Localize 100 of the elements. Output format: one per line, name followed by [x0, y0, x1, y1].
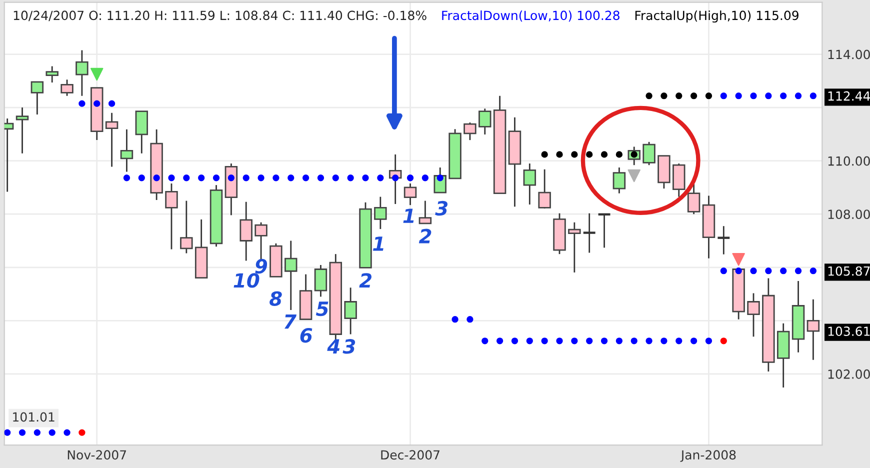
annotation: 5: [316, 302, 328, 316]
point: [332, 174, 339, 182]
annotation: 3: [435, 200, 448, 216]
point: [720, 268, 727, 274]
point: [183, 174, 190, 182]
point: [660, 338, 668, 344]
annotation: 9: [255, 258, 268, 274]
point: [228, 174, 235, 182]
candlestick: [180, 200, 193, 254]
candlestick: [16, 106, 29, 154]
point: [302, 174, 310, 182]
candlestick: [418, 200, 432, 224]
y-tick-label: 110.00: [828, 156, 870, 166]
point: [690, 338, 698, 344]
point: [765, 92, 772, 100]
point: [676, 92, 682, 100]
annotation: 7: [284, 314, 296, 329]
candlestick: [687, 182, 700, 215]
point: [168, 174, 175, 182]
point: [496, 338, 504, 344]
point: [90, 68, 104, 81]
point: [198, 174, 205, 182]
point: [660, 92, 668, 100]
point: [362, 174, 369, 182]
candlestick: [105, 112, 118, 168]
annotation: 10/24/2007 O: 111.20 H: 111.59 L: 108.84 C: 111.40 CHG: -0.18%: [14, 10, 426, 22]
point: [526, 338, 533, 344]
candlestick: [404, 182, 417, 206]
point: [628, 169, 640, 182]
point: [406, 174, 414, 182]
candlestick: [716, 225, 731, 256]
point: [600, 151, 608, 158]
candlestick: [642, 141, 656, 166]
y-tick-label: 114.00: [828, 50, 870, 60]
annotation: 8: [270, 291, 282, 306]
candlestick: [806, 298, 820, 361]
y-tick-label: 103.61: [828, 326, 870, 336]
point: [750, 92, 757, 100]
point: [571, 151, 578, 158]
point: [630, 338, 638, 344]
point: [482, 338, 488, 344]
point: [780, 92, 787, 100]
candlestick: [568, 222, 581, 274]
y-tick-label: 112.44: [828, 91, 870, 101]
point: [556, 338, 563, 344]
point: [64, 429, 70, 436]
point: [138, 174, 145, 182]
point: [511, 338, 518, 344]
y-tick-label: 108.00: [828, 210, 870, 220]
point: [616, 338, 623, 344]
candlestick: [284, 240, 298, 311]
point: [571, 338, 578, 344]
point: [18, 429, 26, 436]
point: [810, 268, 817, 274]
point: [616, 151, 623, 158]
point: [676, 338, 682, 344]
x-tick-label: Jan-2008: [680, 450, 736, 462]
point: [600, 338, 608, 344]
point: [750, 268, 757, 274]
point: [810, 92, 817, 100]
candlestick: [344, 286, 357, 335]
point: [317, 174, 324, 182]
candlestick: [464, 122, 476, 141]
point: [735, 268, 742, 274]
point: [78, 100, 86, 107]
point: [288, 174, 294, 182]
point: [347, 174, 354, 182]
point: [242, 174, 250, 182]
candlestick: [612, 166, 626, 194]
point: [123, 174, 130, 182]
candlestick: [76, 50, 88, 97]
point: [48, 429, 56, 436]
point: [272, 174, 280, 182]
point: [735, 92, 742, 100]
candlestick: [747, 292, 760, 338]
candlestick: [538, 168, 551, 210]
point: [4, 429, 11, 436]
point: [646, 92, 652, 100]
candlestick: [120, 128, 134, 172]
text: FractalDown(Low,10) 100.28: [442, 10, 620, 22]
point: [153, 174, 160, 182]
candlestick: [582, 212, 596, 254]
annotation: 101.01: [13, 412, 54, 422]
point: [466, 316, 474, 323]
point: [586, 151, 593, 158]
point: [258, 174, 264, 182]
point: [541, 151, 548, 158]
annotation: 6: [300, 328, 312, 343]
point: [690, 92, 698, 100]
point: [377, 174, 384, 182]
point: [780, 268, 787, 274]
point: [705, 338, 712, 344]
point: [452, 316, 458, 323]
point: [720, 92, 727, 100]
candlestick: [240, 201, 252, 262]
point: [212, 174, 220, 182]
candlestick: [523, 162, 536, 206]
point: [794, 92, 802, 100]
candlestick: [165, 182, 178, 250]
point: [78, 429, 86, 436]
